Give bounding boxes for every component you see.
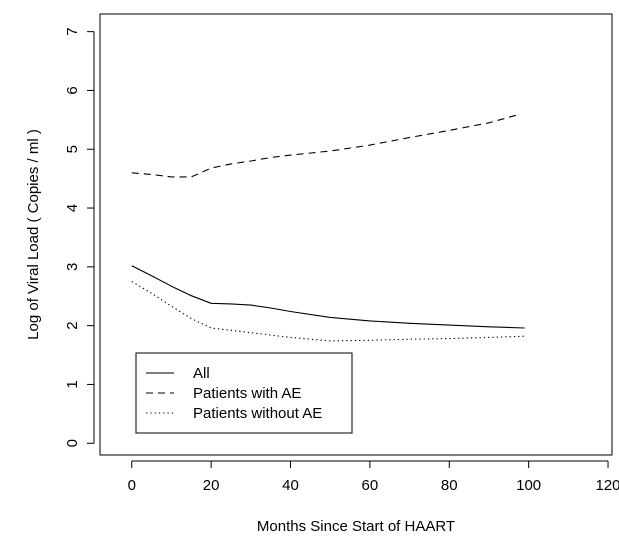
series-layer: [131, 114, 525, 342]
x-tick-label: 20: [203, 477, 220, 494]
legend: All Patients with AE Patients without AE: [135, 352, 353, 434]
x-tick-label: 80: [441, 477, 458, 494]
x-tick-label: 40: [282, 477, 299, 494]
y-tick-label: 6: [64, 86, 81, 94]
legend-label: Patients without AE: [193, 405, 322, 422]
x-axis-title: Months Since Start of HAART: [257, 518, 455, 535]
y-tick-label: 3: [64, 263, 81, 271]
y-axis: 0 1 2 3 4 5 6 7: [64, 27, 95, 447]
x-tick-label: 120: [596, 477, 619, 494]
y-axis-title: Log of Viral Load ( Copies / ml ): [25, 129, 42, 340]
y-tick-label: 0: [64, 439, 81, 447]
y-tick-label: 2: [64, 321, 81, 329]
series-line-all: [131, 265, 525, 329]
y-tick-label: 7: [64, 27, 81, 35]
plot-frame: [99, 13, 613, 456]
y-tick-label: 5: [64, 145, 81, 153]
y-tick-label: 4: [64, 204, 81, 212]
legend-label: All: [193, 365, 210, 382]
series-line-patients-without-ae: [131, 281, 525, 342]
y-tick-label: 1: [64, 380, 81, 388]
x-axis: 0 20 40 60 80 100 120: [128, 460, 619, 494]
x-tick-label: 100: [516, 477, 541, 494]
x-tick-label: 60: [362, 477, 379, 494]
x-tick-label: 0: [128, 477, 136, 494]
series-line-patients-with-ae: [131, 114, 517, 178]
legend-label: Patients with AE: [193, 385, 301, 402]
